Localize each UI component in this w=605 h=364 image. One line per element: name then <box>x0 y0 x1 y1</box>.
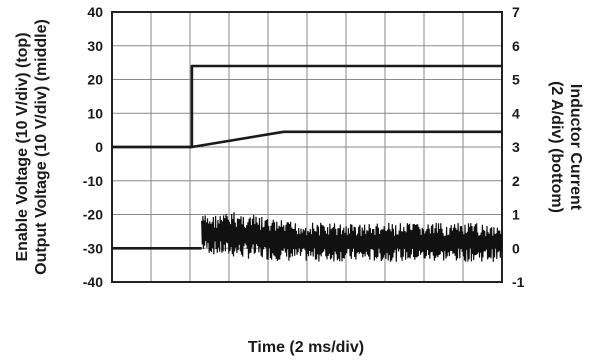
left-axis-label-line2: Output Voltage (10 V/div) (middle) <box>33 19 50 275</box>
right-tick-label: 7 <box>512 4 520 20</box>
left-tick-label: -20 <box>83 207 103 223</box>
right-tick-label: 2 <box>512 173 520 189</box>
right-tick-label: 5 <box>512 72 520 88</box>
left-tick-label: 20 <box>87 72 103 88</box>
right-tick-label: -1 <box>512 274 525 290</box>
left-tick-label: -10 <box>83 173 103 189</box>
right-tick-label: 6 <box>512 38 520 54</box>
left-axis-label-line1: Enable Voltage (10 V/div) (top) <box>14 32 31 261</box>
right-tick-label: 3 <box>512 139 520 155</box>
inductor-current-ripple <box>201 212 503 262</box>
left-tick-label: 10 <box>87 105 103 121</box>
left-tick-label: -40 <box>83 274 103 290</box>
left-tick-label: -30 <box>83 240 103 256</box>
left-tick-labels: 40 30 20 10 0 -10 -20 -30 -40 <box>83 4 103 290</box>
right-axis-label-line1: Inductor Current <box>567 84 584 211</box>
right-tick-labels: 7 6 5 4 3 2 1 0 -1 <box>512 4 525 290</box>
left-tick-label: 40 <box>87 4 103 20</box>
right-axis-label-line2: (2 A/div) (bottom) <box>548 81 565 213</box>
traces <box>112 64 503 262</box>
enable-voltage-trace <box>112 64 502 149</box>
left-tick-label: 30 <box>87 38 103 54</box>
grid-lines <box>112 12 502 282</box>
x-axis-label: Time (2 ms/div) <box>248 339 364 356</box>
right-tick-label: 4 <box>512 105 520 121</box>
right-tick-label: 1 <box>512 207 520 223</box>
left-tick-label: 0 <box>95 139 103 155</box>
right-tick-label: 0 <box>512 240 520 256</box>
